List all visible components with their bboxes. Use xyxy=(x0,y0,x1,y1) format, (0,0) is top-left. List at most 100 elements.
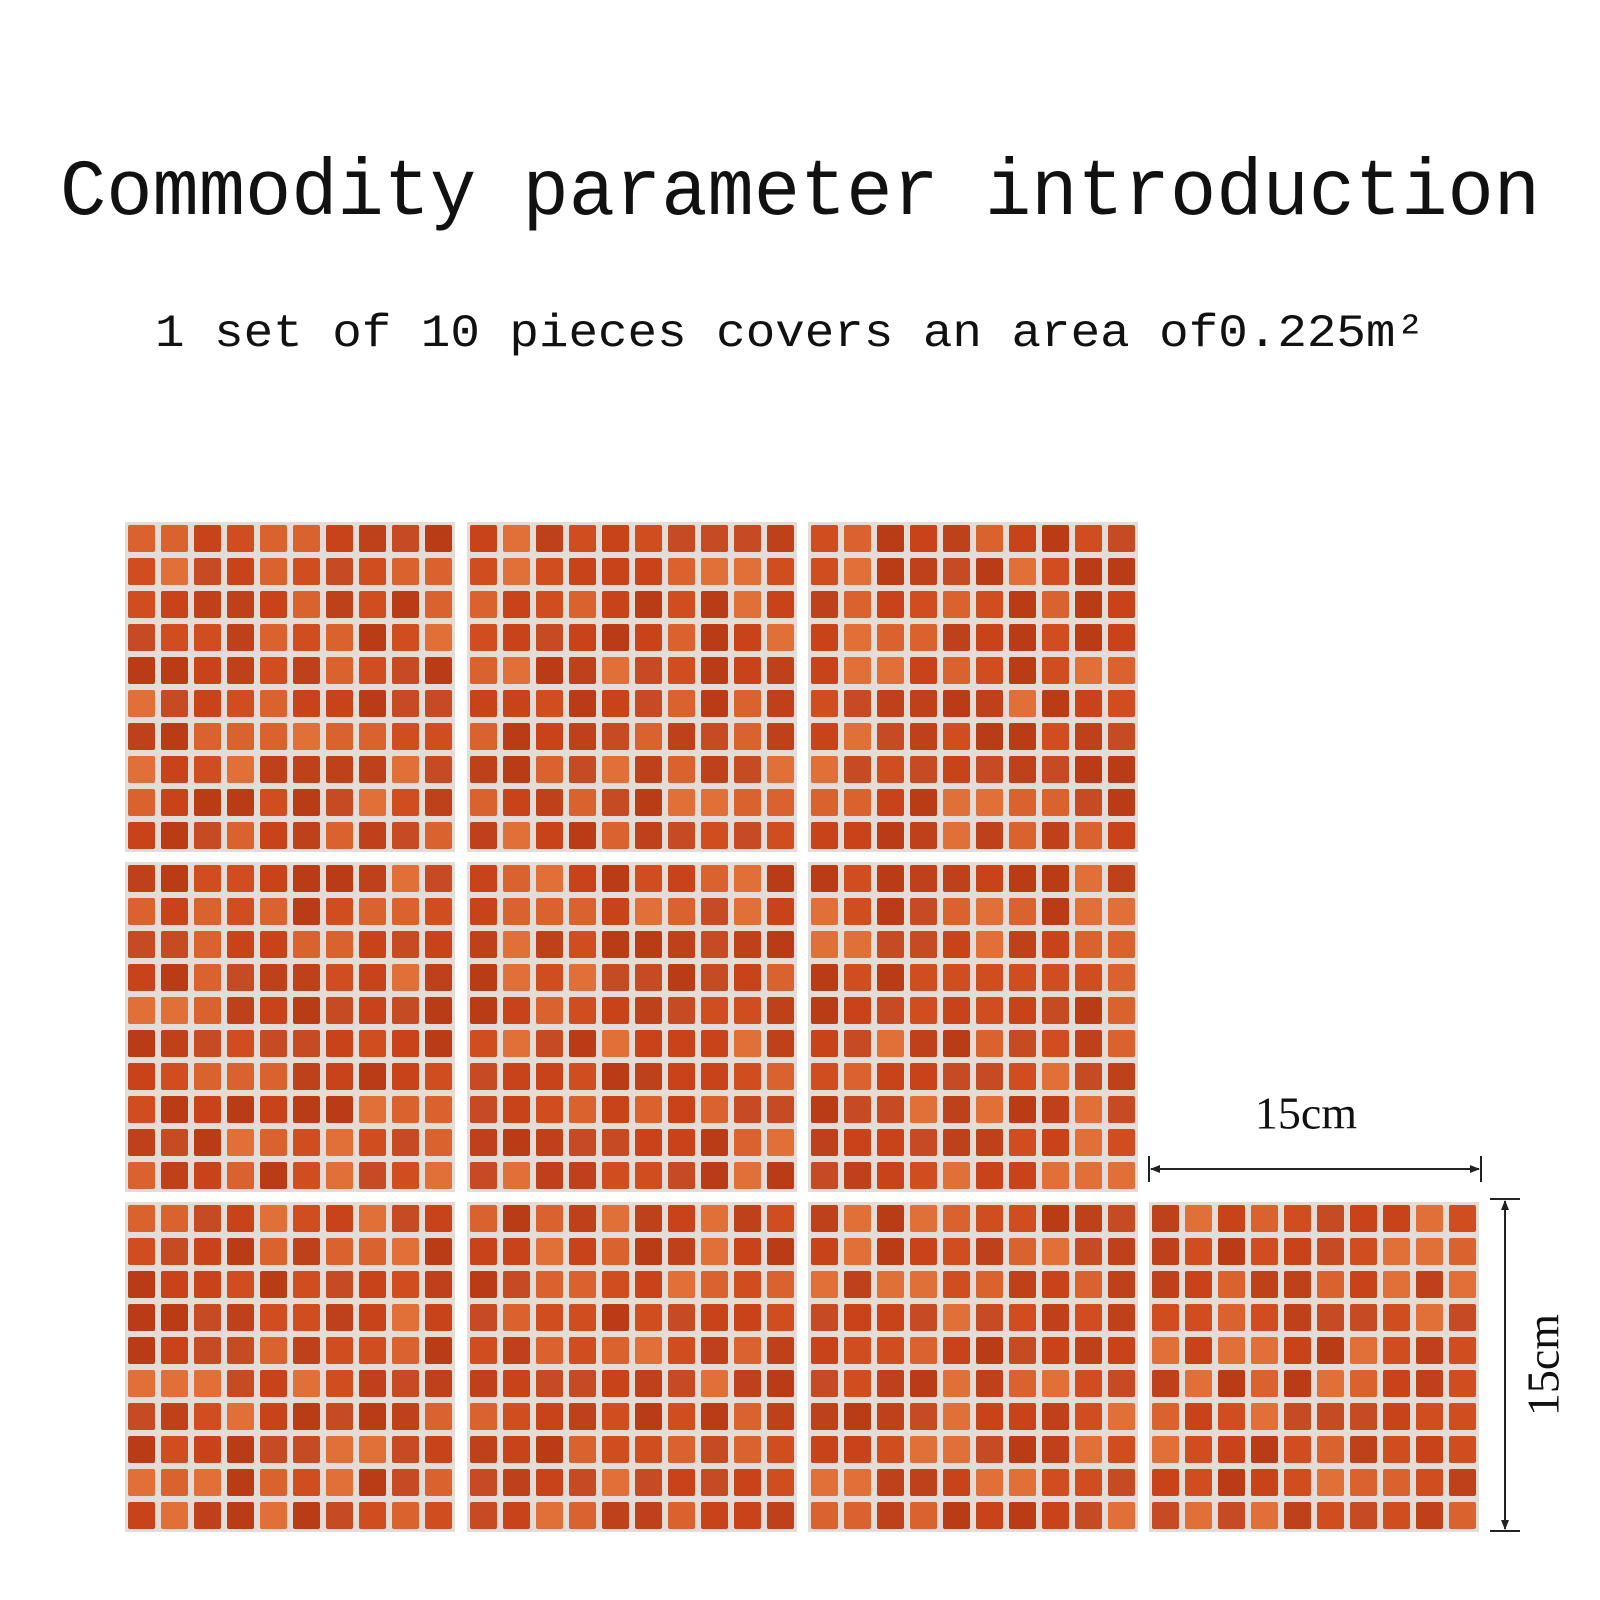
mosaic-cell xyxy=(910,997,937,1024)
mosaic-cell xyxy=(1251,1469,1278,1496)
mosaic-cell xyxy=(844,898,871,925)
mosaic-cell xyxy=(811,591,838,618)
mosaic-cell xyxy=(976,1129,1003,1156)
mosaic-cell xyxy=(470,1238,497,1265)
mosaic-cell xyxy=(602,690,629,717)
mosaic-cell xyxy=(359,1063,386,1090)
mosaic-cell xyxy=(701,1030,728,1057)
mosaic-cell xyxy=(326,997,353,1024)
mosaic-cell xyxy=(1108,591,1135,618)
mosaic-cell xyxy=(910,822,937,849)
mosaic-cell xyxy=(470,1063,497,1090)
mosaic-cell xyxy=(976,558,1003,585)
mosaic-cell xyxy=(1108,690,1135,717)
mosaic-cell xyxy=(128,558,155,585)
mosaic-cell xyxy=(1009,624,1036,651)
mosaic-cell xyxy=(293,997,320,1024)
mosaic-cell xyxy=(1185,1436,1212,1463)
mosaic-cell xyxy=(392,1162,419,1189)
mosaic-cell xyxy=(668,756,695,783)
height-label: 15cm xyxy=(1518,1314,1569,1416)
mosaic-cell xyxy=(976,1162,1003,1189)
mosaic-cell xyxy=(1075,1469,1102,1496)
mosaic-cell xyxy=(1042,525,1069,552)
mosaic-cell xyxy=(668,1063,695,1090)
mosaic-cell xyxy=(260,624,287,651)
mosaic-cell xyxy=(1042,558,1069,585)
mosaic-cell xyxy=(1042,1096,1069,1123)
mosaic-cell xyxy=(326,756,353,783)
mosaic-cell xyxy=(536,756,563,783)
mosaic-cell xyxy=(260,822,287,849)
mosaic-cell xyxy=(425,591,452,618)
mosaic-cell xyxy=(470,1030,497,1057)
mosaic-cell xyxy=(161,1469,188,1496)
mosaic-cell xyxy=(326,1063,353,1090)
mosaic-cell xyxy=(503,1030,530,1057)
mosaic-cell xyxy=(128,591,155,618)
mosaic-cell xyxy=(976,931,1003,958)
mosaic-cell xyxy=(260,1502,287,1529)
mosaic-cell xyxy=(1251,1502,1278,1529)
mosaic-cell xyxy=(701,1403,728,1430)
mosaic-cell xyxy=(635,997,662,1024)
mosaic-cell xyxy=(668,624,695,651)
mosaic-cell xyxy=(1075,1030,1102,1057)
mosaic-cell xyxy=(503,865,530,892)
mosaic-cell xyxy=(1218,1403,1245,1430)
mosaic-cell xyxy=(425,525,452,552)
mosaic-cell xyxy=(1218,1271,1245,1298)
mosaic-cell xyxy=(602,591,629,618)
mosaic-cell xyxy=(1185,1370,1212,1397)
mosaic-cell xyxy=(1416,1370,1443,1397)
mosaic-cell xyxy=(227,1436,254,1463)
mosaic-cell xyxy=(503,1337,530,1364)
mosaic-cell xyxy=(293,964,320,991)
mosaic-cell xyxy=(1009,1238,1036,1265)
tiles xyxy=(125,522,1479,1532)
mosaic-cell xyxy=(260,931,287,958)
mosaic-cell xyxy=(976,1304,1003,1331)
mosaic-cell xyxy=(1075,657,1102,684)
mosaic-cell xyxy=(503,1304,530,1331)
mosaic-cell xyxy=(1009,1469,1036,1496)
mosaic-cell xyxy=(503,1370,530,1397)
mosaic-cell xyxy=(668,822,695,849)
mosaic-cell xyxy=(569,690,596,717)
mosaic-cell xyxy=(701,756,728,783)
mosaic-cell xyxy=(602,1205,629,1232)
mosaic-cell xyxy=(734,1129,761,1156)
mosaic-cell xyxy=(128,1502,155,1529)
mosaic-cell xyxy=(976,657,1003,684)
mosaic-cell xyxy=(602,997,629,1024)
mosaic-cell xyxy=(392,624,419,651)
mosaic-cell xyxy=(1009,865,1036,892)
mosaic-cell xyxy=(811,898,838,925)
mosaic-cell xyxy=(844,1337,871,1364)
mosaic-cell xyxy=(227,1238,254,1265)
mosaic-cell xyxy=(943,723,970,750)
mosaic-cell xyxy=(701,997,728,1024)
mosaic-cell xyxy=(910,1162,937,1189)
mosaic-cell xyxy=(425,931,452,958)
mosaic-cell xyxy=(1383,1502,1410,1529)
mosaic-cell xyxy=(602,1129,629,1156)
mosaic-cell xyxy=(734,1238,761,1265)
mosaic-cell xyxy=(194,1304,221,1331)
mosaic-cell xyxy=(811,624,838,651)
mosaic-cell xyxy=(811,1502,838,1529)
mosaic-cell xyxy=(767,1162,794,1189)
mosaic-cell xyxy=(1350,1370,1377,1397)
mosaic-cell xyxy=(877,1063,904,1090)
mosaic-cell xyxy=(470,756,497,783)
mosaic-cell xyxy=(260,1129,287,1156)
mosaic-cell xyxy=(877,1162,904,1189)
mosaic-cell xyxy=(293,1337,320,1364)
mosaic-cell xyxy=(1075,1205,1102,1232)
mosaic-cell xyxy=(1383,1238,1410,1265)
mosaic-cell xyxy=(844,1304,871,1331)
mosaic-cell xyxy=(128,1030,155,1057)
mosaic-cell xyxy=(359,1403,386,1430)
mosaic-cell xyxy=(470,1304,497,1331)
mosaic-cell xyxy=(767,1304,794,1331)
